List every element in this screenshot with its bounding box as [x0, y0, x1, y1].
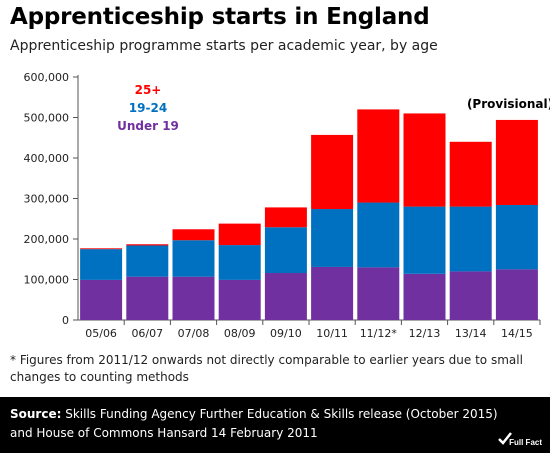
x-tick-label: 06/07	[131, 327, 163, 340]
x-tick-label: 13/14	[455, 327, 487, 340]
bar-25-	[449, 141, 492, 207]
source-note: Source: Skills Funding Agency Further Ed…	[10, 405, 500, 443]
provisional-annotation: (Provisional)	[467, 97, 550, 111]
bar-25-	[126, 244, 169, 246]
bar-25-	[172, 229, 215, 241]
bar-19-24	[449, 206, 492, 272]
bar-25-	[357, 109, 400, 203]
bar-19-24	[495, 204, 538, 270]
chart-title: Apprenticeship starts in England	[10, 4, 430, 30]
logo-text: Full Fact	[509, 438, 542, 447]
bar-19-24	[80, 249, 123, 280]
bar-under-19	[449, 271, 492, 320]
bar-25-	[495, 119, 538, 205]
tick-mark-icon	[498, 432, 512, 445]
x-tick-label: 09/10	[270, 327, 302, 340]
x-tick-label: 10/11	[316, 327, 348, 340]
bar-19-24	[357, 202, 400, 268]
bar-25-	[311, 134, 354, 210]
bar-19-24	[264, 227, 307, 274]
bar-25-	[403, 113, 446, 207]
bar-under-19	[495, 269, 538, 320]
y-tick-label: 0	[62, 314, 69, 327]
y-tick-label: 500,000	[24, 112, 70, 125]
bar-19-24	[218, 245, 261, 280]
stacked-bar-chart: 0 100,000 200,000 300,000 400,000 500,000 600,…	[24, 71, 550, 340]
full-fact-logo: Full Fact	[496, 421, 542, 447]
legend-entry: 19-24	[129, 101, 167, 115]
bar-25-	[218, 223, 261, 246]
bar-19-24	[126, 245, 169, 277]
x-tick-label: 14/15	[501, 327, 533, 340]
y-tick-label: 200,000	[24, 233, 70, 246]
y-tick-label: 400,000	[24, 152, 70, 165]
bar-under-19	[264, 273, 307, 320]
bar-19-24	[311, 209, 354, 267]
bar-under-19	[311, 266, 354, 320]
bar-under-19	[80, 279, 123, 320]
bar-under-19	[126, 276, 169, 320]
legend-entry: Under 19	[117, 119, 179, 133]
legend-entry: 25+	[135, 83, 162, 97]
bar-25-	[80, 248, 123, 250]
bar-25-	[264, 207, 307, 228]
bar-19-24	[172, 240, 215, 277]
source-label: Source:	[10, 407, 62, 421]
y-tick-label: 600,000	[24, 71, 70, 84]
bar-19-24	[403, 206, 446, 274]
source-footer: Source: Skills Funding Agency Further Ed…	[0, 397, 550, 453]
chart-subtitle: Apprenticeship programme starts per acad…	[10, 38, 438, 54]
source-text: Skills Funding Agency Further Education …	[10, 407, 498, 440]
x-tick-label: 07/08	[178, 327, 210, 340]
x-tick-label: 05/06	[85, 327, 117, 340]
bar-under-19	[218, 279, 261, 320]
y-tick-label: 300,000	[24, 193, 70, 206]
bar-under-19	[403, 273, 446, 320]
x-tick-label: 08/09	[224, 327, 256, 340]
footnote: * Figures from 2011/12 onwards not direc…	[10, 353, 523, 384]
x-tick-label: 12/13	[409, 327, 441, 340]
bar-under-19	[172, 276, 215, 320]
x-tick-label: 11/12*	[360, 327, 398, 340]
bar-under-19	[357, 267, 400, 320]
y-tick-label: 100,000	[24, 274, 70, 287]
